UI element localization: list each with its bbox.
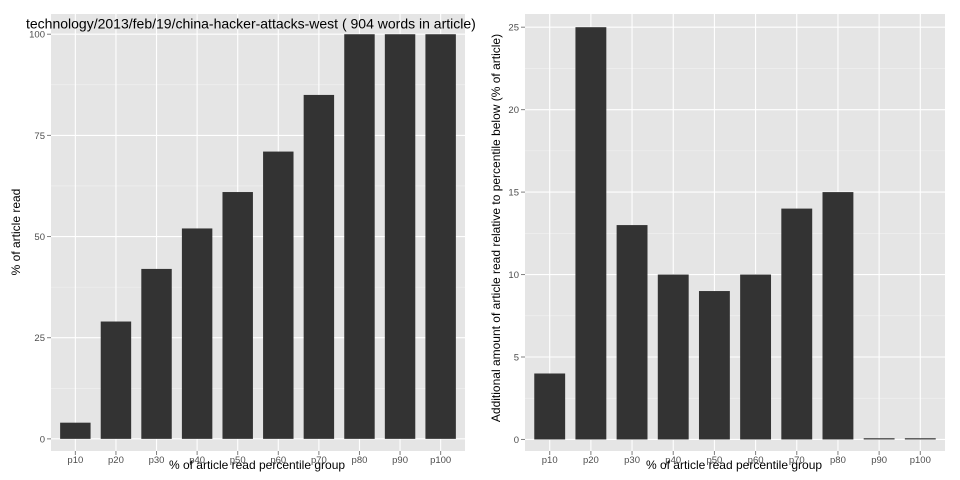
- left-y-tick-label: 25: [34, 333, 45, 344]
- left-bars: [60, 34, 456, 439]
- left-bar-p30: [141, 268, 172, 439]
- right-y-tick-label: 25: [508, 23, 519, 34]
- right-bar-p70: [781, 208, 813, 440]
- left-x-tick-label-p100: p100: [430, 455, 451, 466]
- left-bar-p60: [263, 151, 294, 439]
- left-bar-p100: [425, 34, 456, 439]
- right-x-tick-label-p80: p80: [830, 455, 846, 466]
- left-x-ticks: p10 p20 p30 p40 p50 p60 p70 p80 p90 p100: [67, 451, 451, 466]
- left-x-axis-title: % of article read percentile group: [169, 458, 345, 472]
- left-bar-p20: [100, 321, 132, 439]
- right-bar-p30: [616, 225, 648, 440]
- right-bars: [534, 27, 936, 440]
- left-x-tick-label-p10: p10: [67, 455, 83, 466]
- left-x-tick-label-p40: p40: [189, 455, 205, 466]
- left-y-tick-label: 75: [34, 131, 45, 142]
- right-bar-p80: [822, 192, 854, 440]
- right-bar-p100: [904, 438, 936, 440]
- right-x-axis-title: % of article read percentile group: [646, 458, 822, 472]
- left-bar-p80: [344, 34, 375, 439]
- left-y-tick-label: 50: [34, 232, 45, 243]
- right-y-tick-label: 5: [514, 353, 519, 364]
- right-y-axis-title: Additional amount of article read relati…: [489, 34, 503, 422]
- right-y-tick-label: 15: [508, 188, 519, 199]
- right-x-tick-label-p100: p100: [910, 455, 931, 466]
- left-x-tick-label-p20: p20: [108, 455, 124, 466]
- left-chart-title: technology/2013/feb/19/china-hacker-atta…: [26, 16, 476, 32]
- left-bar-p90: [384, 34, 416, 439]
- left-bar-p40: [181, 228, 213, 439]
- right-x-tick-label-p30: p30: [624, 455, 640, 466]
- right-y-ticks: 0 5 10 15 20 25: [508, 23, 525, 446]
- left-x-tick-label-p60: p60: [270, 455, 286, 466]
- left-y-ticks: 0 25 50 75 100: [29, 30, 51, 445]
- left-x-tick-label-p50: p50: [230, 455, 246, 466]
- right-bar-p40: [657, 274, 689, 440]
- right-y-tick-label: 10: [508, 270, 519, 281]
- right-x-tick-label-p90: p90: [871, 455, 887, 466]
- left-y-axis-title: % of article read: [9, 189, 23, 276]
- right-bar-p20: [575, 27, 607, 440]
- right-bar-p50: [698, 291, 730, 440]
- right-x-tick-label-p70: p70: [789, 455, 805, 466]
- right-bar-p10: [534, 373, 566, 440]
- left-bar-p10: [60, 422, 91, 439]
- right-bar-p60: [740, 274, 772, 440]
- right-bar-p90: [863, 438, 895, 440]
- left-y-tick-label: 0: [40, 434, 45, 445]
- left-x-tick-label-p80: p80: [352, 455, 368, 466]
- right-x-tick-label-p50: p50: [706, 455, 722, 466]
- left-y-tick-label: 100: [29, 30, 45, 41]
- right-y-tick-label: 20: [508, 105, 519, 116]
- left-x-tick-label-p70: p70: [311, 455, 327, 466]
- right-x-tick-label-p20: p20: [583, 455, 599, 466]
- left-bar-p50: [222, 192, 253, 439]
- right-x-ticks: p10 p20 p30 p40 p50 p60 p70 p80 p90 p100: [542, 451, 931, 466]
- right-x-tick-label-p60: p60: [748, 455, 764, 466]
- left-x-tick-label-p30: p30: [149, 455, 165, 466]
- right-y-tick-label: 0: [514, 435, 519, 446]
- left-x-tick-label-p90: p90: [392, 455, 408, 466]
- right-x-tick-label-p40: p40: [665, 455, 681, 466]
- left-bar-p70: [303, 94, 335, 439]
- right-x-tick-label-p10: p10: [542, 455, 558, 466]
